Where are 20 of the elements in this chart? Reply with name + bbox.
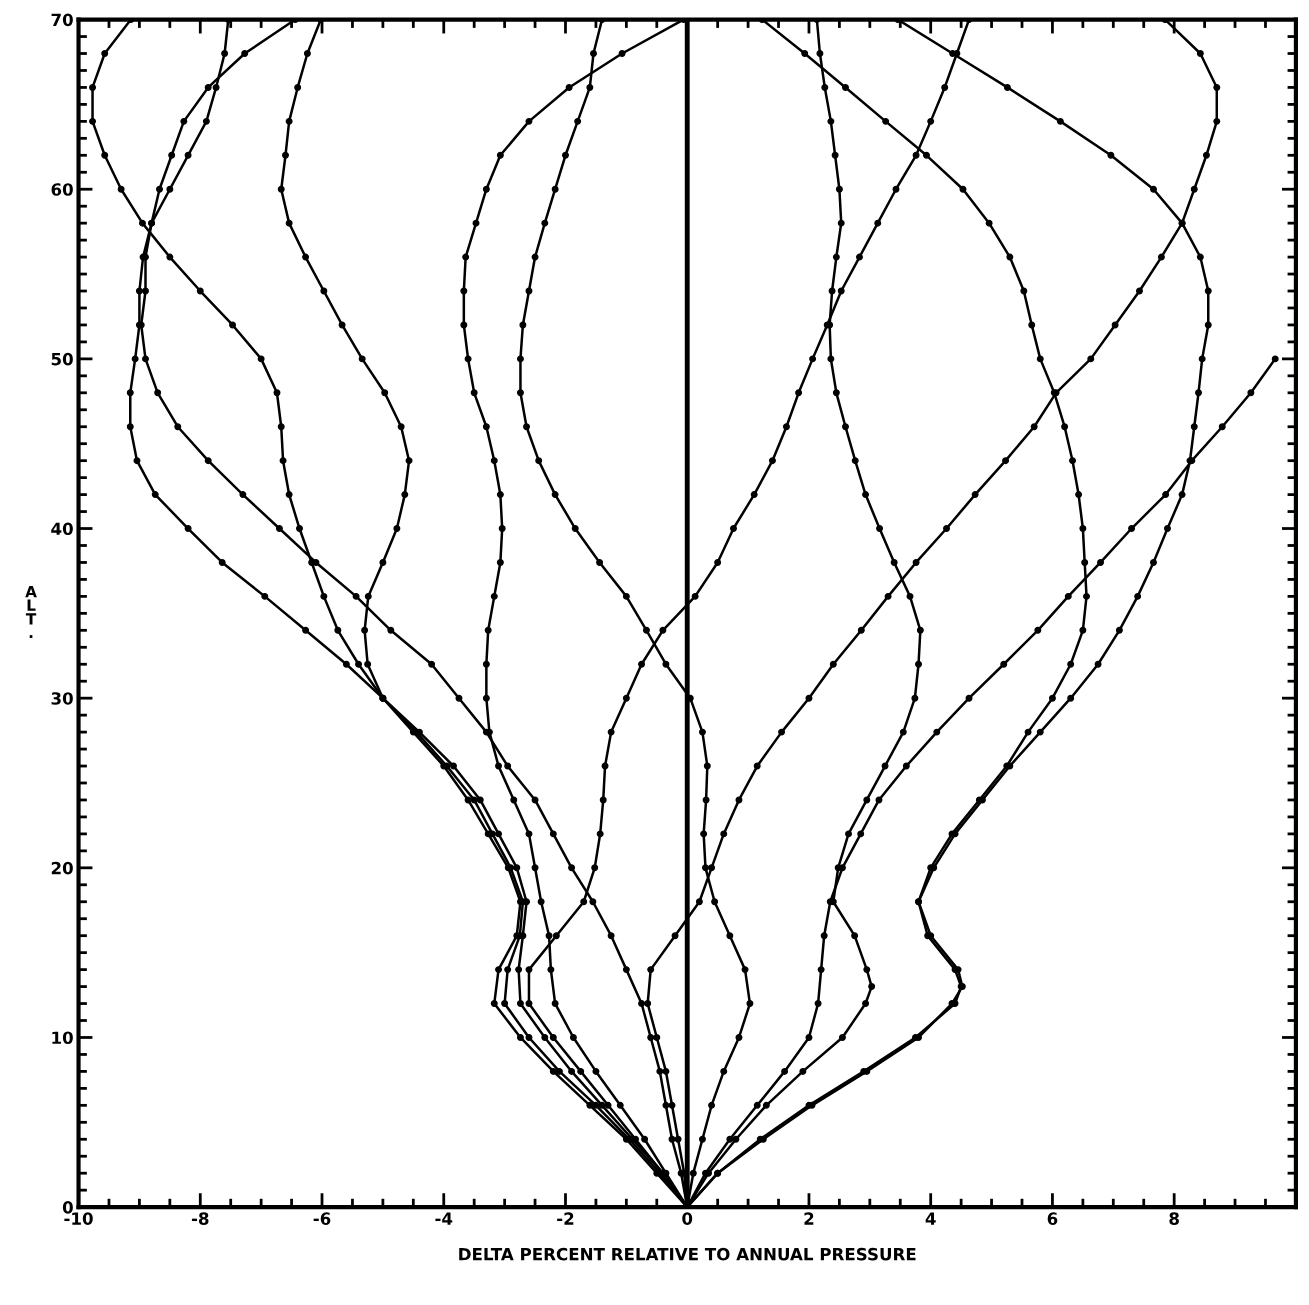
y-tick-label: 30 (51, 692, 73, 705)
x-tick-label: 6 (1047, 1212, 1058, 1225)
x-tick-label: -2 (557, 1212, 574, 1225)
y-tick-label: 0 (62, 1201, 73, 1214)
x-tick-label: -10 (64, 1212, 93, 1225)
y-tick-label: 20 (51, 861, 73, 875)
y-tick-label: 40 (51, 522, 73, 536)
x-tick-label: 0 (682, 1212, 693, 1225)
y-tick-label: 70 (51, 13, 73, 27)
x-tick-label: 4 (925, 1212, 936, 1225)
x-axis-title: DELTA PERCENT RELATIVE TO ANNUAL PRESSURE (459, 1247, 916, 1261)
y-tick-label: 10 (52, 1031, 73, 1045)
x-tick-label: -8 (191, 1212, 209, 1225)
y-tick-label: 60 (51, 183, 73, 196)
x-tick-label: 8 (1169, 1212, 1179, 1225)
x-tick-label: -4 (435, 1212, 453, 1225)
x-tick-label: -6 (313, 1212, 331, 1225)
y-tick-label: 50 (51, 352, 73, 366)
x-tick-label: 2 (804, 1212, 814, 1225)
y-axis-title: ALT. (25, 585, 37, 638)
